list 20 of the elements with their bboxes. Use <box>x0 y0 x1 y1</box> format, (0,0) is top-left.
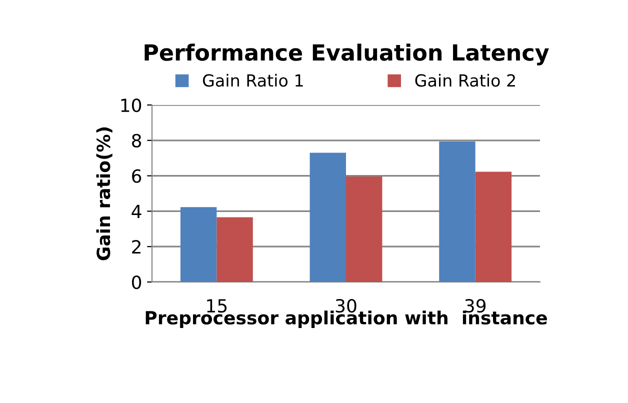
bar <box>216 217 253 282</box>
x-axis-title: Preprocessor application with instance <box>146 310 547 328</box>
y-tick-label: 2 <box>132 240 140 254</box>
x-tick-label: 30 <box>336 298 356 313</box>
bar <box>475 172 512 282</box>
chart-title: Performance Evaluation Latency <box>144 44 549 66</box>
y-tick-label: 4 <box>132 204 142 218</box>
legend-label: Gain Ratio 1 <box>202 74 303 87</box>
y-tick-label: 6 <box>132 169 142 183</box>
x-tick-label: 39 <box>465 298 486 313</box>
legend-label: Gain Ratio 2 <box>415 74 515 87</box>
y-tick-label: 8 <box>132 134 142 148</box>
y-axis-title: Gain ratio(%) <box>96 127 112 260</box>
bar <box>310 152 346 282</box>
y-tick-label: 10 <box>121 98 142 112</box>
bar <box>180 207 217 282</box>
x-tick-label: 15 <box>207 299 227 313</box>
y-tick-label: 0 <box>132 275 142 290</box>
bar <box>439 141 476 282</box>
bar <box>346 176 382 282</box>
